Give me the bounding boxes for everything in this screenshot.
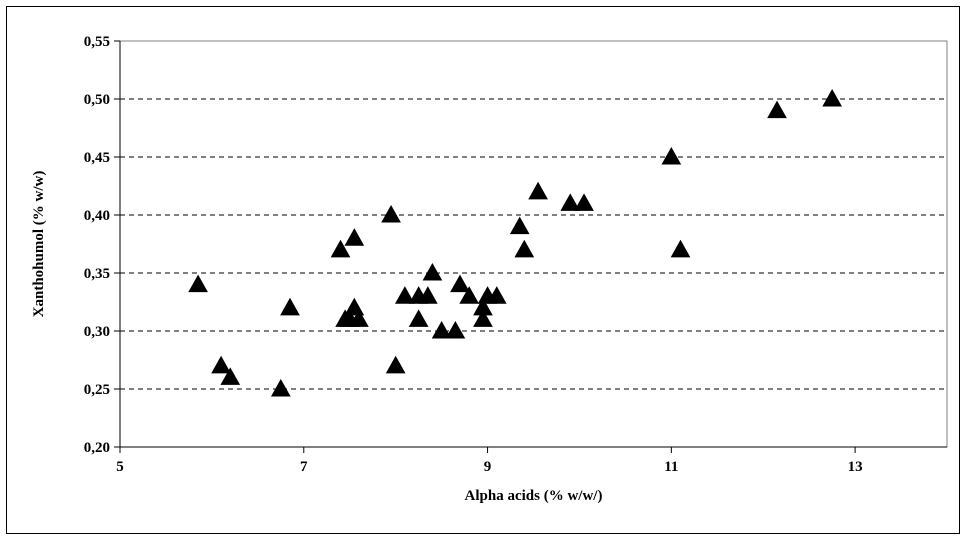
data-point — [514, 239, 535, 258]
x-tick-label: 13 — [848, 459, 863, 475]
data-point — [445, 320, 466, 339]
data-point — [211, 355, 231, 374]
data-points — [188, 88, 842, 397]
data-point — [560, 193, 581, 211]
x-axis-title: Alpha acids (% w/w/) — [465, 488, 603, 504]
chart-frame: 5 7 9 11 13 0,20 0,25 0,30 0,35 0,40 0,45 0,50 0,55… — [6, 6, 960, 534]
x-tick-label: 5 — [116, 459, 124, 475]
data-point — [431, 320, 452, 339]
x-axis-ticks: 5 7 9 11 13 — [116, 447, 863, 475]
data-point — [509, 216, 530, 235]
y-axis-ticks: 0,20 0,25 0,30 0,35 0,40 0,45 0,50 0,55 — [84, 34, 120, 456]
data-point — [574, 193, 594, 211]
y-tick-label: 0,30 — [84, 324, 110, 340]
data-point — [188, 274, 208, 293]
data-point — [450, 274, 470, 293]
y-tick-label: 0,50 — [84, 92, 110, 108]
data-point — [422, 262, 443, 281]
y-tick-label: 0,40 — [84, 208, 110, 224]
data-point — [344, 228, 365, 246]
x-tick-label: 9 — [484, 459, 492, 475]
data-point — [270, 378, 291, 397]
y-tick-label: 0,25 — [84, 382, 110, 398]
data-point — [330, 239, 351, 258]
y-tick-label: 0,20 — [84, 440, 110, 456]
scatter-chart: 5 7 9 11 13 0,20 0,25 0,30 0,35 0,40 0,45 0,50 0,55… — [31, 34, 948, 504]
x-tick-label: 7 — [300, 459, 308, 475]
data-point — [822, 88, 842, 107]
data-point — [280, 297, 300, 316]
data-point — [220, 367, 241, 385]
gridlines — [120, 98, 947, 390]
data-point — [381, 204, 401, 223]
data-point — [417, 286, 438, 304]
data-point — [473, 309, 493, 327]
data-point — [528, 181, 548, 200]
data-point — [408, 309, 429, 327]
data-point — [767, 100, 787, 119]
y-tick-label: 0,45 — [84, 150, 110, 166]
data-point — [349, 309, 369, 327]
y-axis-title: Xanthohumol (% w/w) — [31, 171, 47, 318]
data-point — [459, 286, 480, 304]
x-tick-label: 11 — [664, 459, 678, 475]
y-tick-label: 0,35 — [84, 266, 110, 282]
data-point — [395, 286, 415, 304]
data-point — [661, 146, 682, 165]
y-tick-label: 0,55 — [84, 34, 110, 50]
data-point — [486, 286, 507, 304]
data-point — [385, 355, 406, 374]
plot-area — [119, 40, 948, 448]
data-point — [670, 239, 691, 258]
